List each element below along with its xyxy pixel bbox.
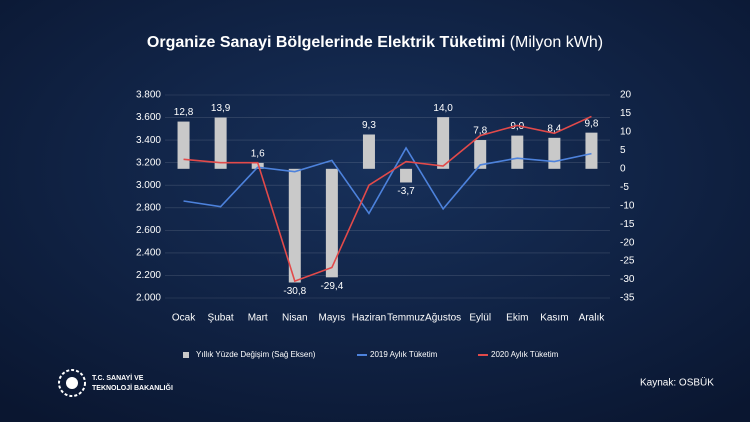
y2-tick-label: -5 [620, 182, 629, 193]
title-main: Organize Sanayi Bölgelerinde Elektrik Tü… [147, 34, 505, 51]
x-tick-label: Mayıs [319, 313, 346, 324]
bar [437, 117, 450, 169]
x-tick-label: Temmuz [387, 313, 425, 324]
y-tick-label: 3.800 [136, 90, 161, 101]
data-label: 13,9 [211, 103, 231, 114]
y2-tick-label: 10 [620, 127, 632, 138]
bar [251, 162, 264, 169]
bar [362, 134, 375, 169]
data-label: 7,8 [473, 126, 487, 137]
bar [511, 135, 524, 169]
x-tick-label: Mart [248, 313, 268, 324]
line [183, 146, 592, 215]
x-tick-label: Kasım [540, 313, 568, 324]
y-tick-label: 2.400 [136, 248, 161, 259]
y2-tick-label: -25 [620, 256, 635, 267]
y2-tick-label: -15 [620, 219, 635, 230]
data-label: 9,3 [362, 120, 376, 131]
y2-tick-label: -30 [620, 274, 635, 285]
y-tick-label: 2.600 [136, 225, 161, 236]
x-tick-label: Ağustos [425, 313, 461, 324]
y2-tick-label: 20 [620, 90, 632, 101]
data-label: -29,4 [320, 281, 343, 292]
x-tick-label: Eylül [469, 313, 491, 324]
data-label: 14,0 [433, 103, 453, 114]
logo [58, 369, 86, 397]
y2-tick-label: -10 [620, 200, 635, 211]
x-tick-label: Şubat [208, 313, 234, 324]
y-tick-label: 2.800 [136, 202, 161, 213]
brand-line: TEKNOLOJİ BAKANLIĞI [92, 383, 173, 392]
bar [325, 168, 338, 278]
source: Kaynak: OSBÜK [640, 377, 714, 389]
chart-title: Organize Sanayi Bölgelerinde Elektrik Tü… [147, 34, 603, 51]
y2-tick-label: 0 [620, 163, 626, 174]
y2-tick-label: 15 [620, 108, 632, 119]
data-label: 8,4 [547, 123, 561, 134]
brand-line: T.C. SANAYİ VE [92, 374, 144, 382]
title-unit: (Milyon kWh) [510, 34, 603, 51]
x-tick-label: Nisan [282, 313, 308, 324]
bar [400, 168, 413, 183]
bar [214, 117, 227, 169]
y-tick-label: 3.200 [136, 157, 161, 168]
bar [585, 132, 598, 169]
legend-label: 2019 Aylık Tüketim [370, 350, 438, 359]
y-tick-label: 2.200 [136, 270, 161, 281]
bar [548, 137, 561, 169]
x-tick-label: Haziran [352, 313, 386, 324]
legend-label: Yıllık Yüzde Değişim (Sağ Eksen) [196, 350, 316, 359]
legend-swatch [183, 352, 189, 358]
data-label: 9,0 [510, 121, 524, 132]
x-tick-label: Ekim [506, 313, 528, 324]
y-tick-label: 2.000 [136, 293, 161, 304]
data-label: 1,6 [251, 149, 265, 160]
data-label: -3,7 [397, 186, 415, 197]
y-tick-label: 3.600 [136, 112, 161, 123]
data-label: 12,8 [174, 107, 194, 118]
bar [474, 140, 487, 169]
line [183, 115, 592, 283]
data-label: 9,8 [585, 118, 599, 129]
bar [288, 168, 301, 283]
bar [177, 121, 190, 169]
data-label: -30,8 [283, 286, 306, 297]
y2-tick-label: -35 [620, 293, 635, 304]
y-tick-label: 3.000 [136, 180, 161, 191]
y-tick-label: 3.400 [136, 135, 161, 146]
x-tick-label: Aralık [579, 313, 606, 324]
y2-tick-label: -20 [620, 237, 635, 248]
legend-label: 2020 Aylık Tüketim [491, 350, 559, 359]
x-tick-label: Ocak [172, 313, 196, 324]
y2-tick-label: 5 [620, 145, 626, 156]
